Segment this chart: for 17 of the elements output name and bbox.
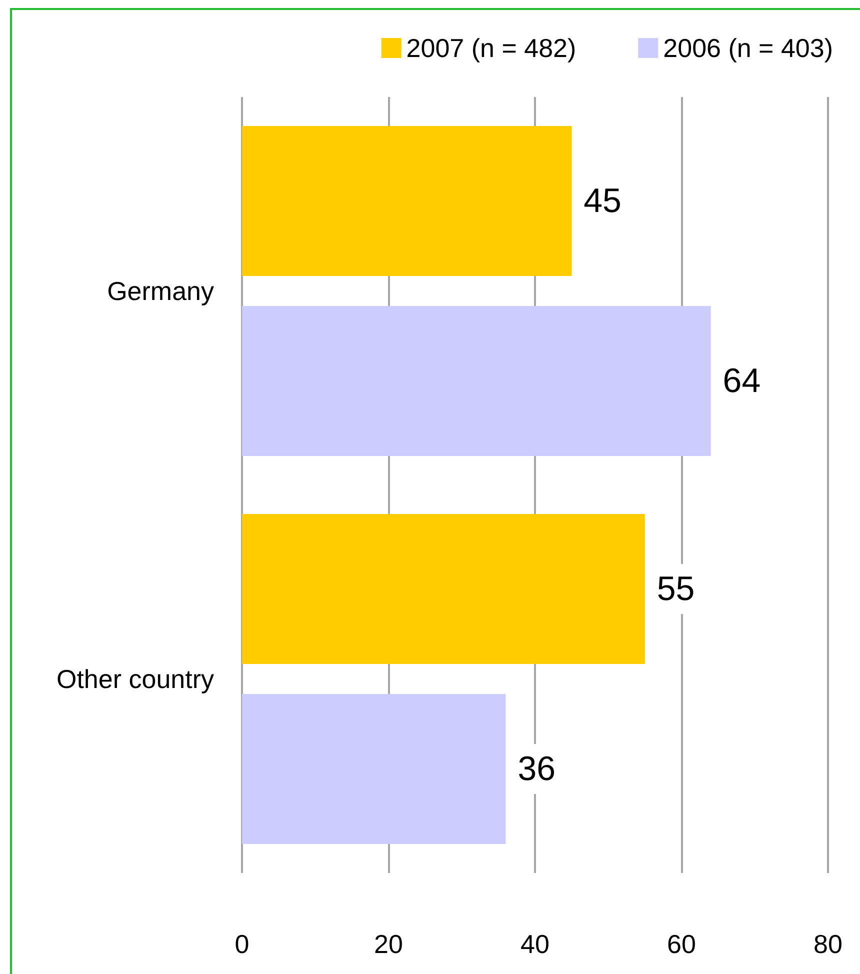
x-tick-label: 60 xyxy=(667,929,696,959)
bar xyxy=(242,306,711,456)
legend-label: 2007 (n = 482) xyxy=(406,33,576,63)
x-tick-label: 0 xyxy=(234,929,250,959)
data-label: 64 xyxy=(722,362,761,400)
bar xyxy=(242,514,645,664)
y-tick-label: Germany xyxy=(107,276,214,306)
legend-label: 2006 (n = 403) xyxy=(663,33,834,63)
y-tick-label: Other country xyxy=(56,664,214,694)
data-label: 36 xyxy=(518,750,556,788)
data-label: 55 xyxy=(656,570,695,608)
bar xyxy=(242,694,506,844)
x-tick-label: 80 xyxy=(814,929,842,959)
x-tick-label: 20 xyxy=(374,929,403,959)
x-tick-label: 40 xyxy=(520,929,550,959)
data-label: 45 xyxy=(584,182,622,220)
bar xyxy=(242,126,572,276)
